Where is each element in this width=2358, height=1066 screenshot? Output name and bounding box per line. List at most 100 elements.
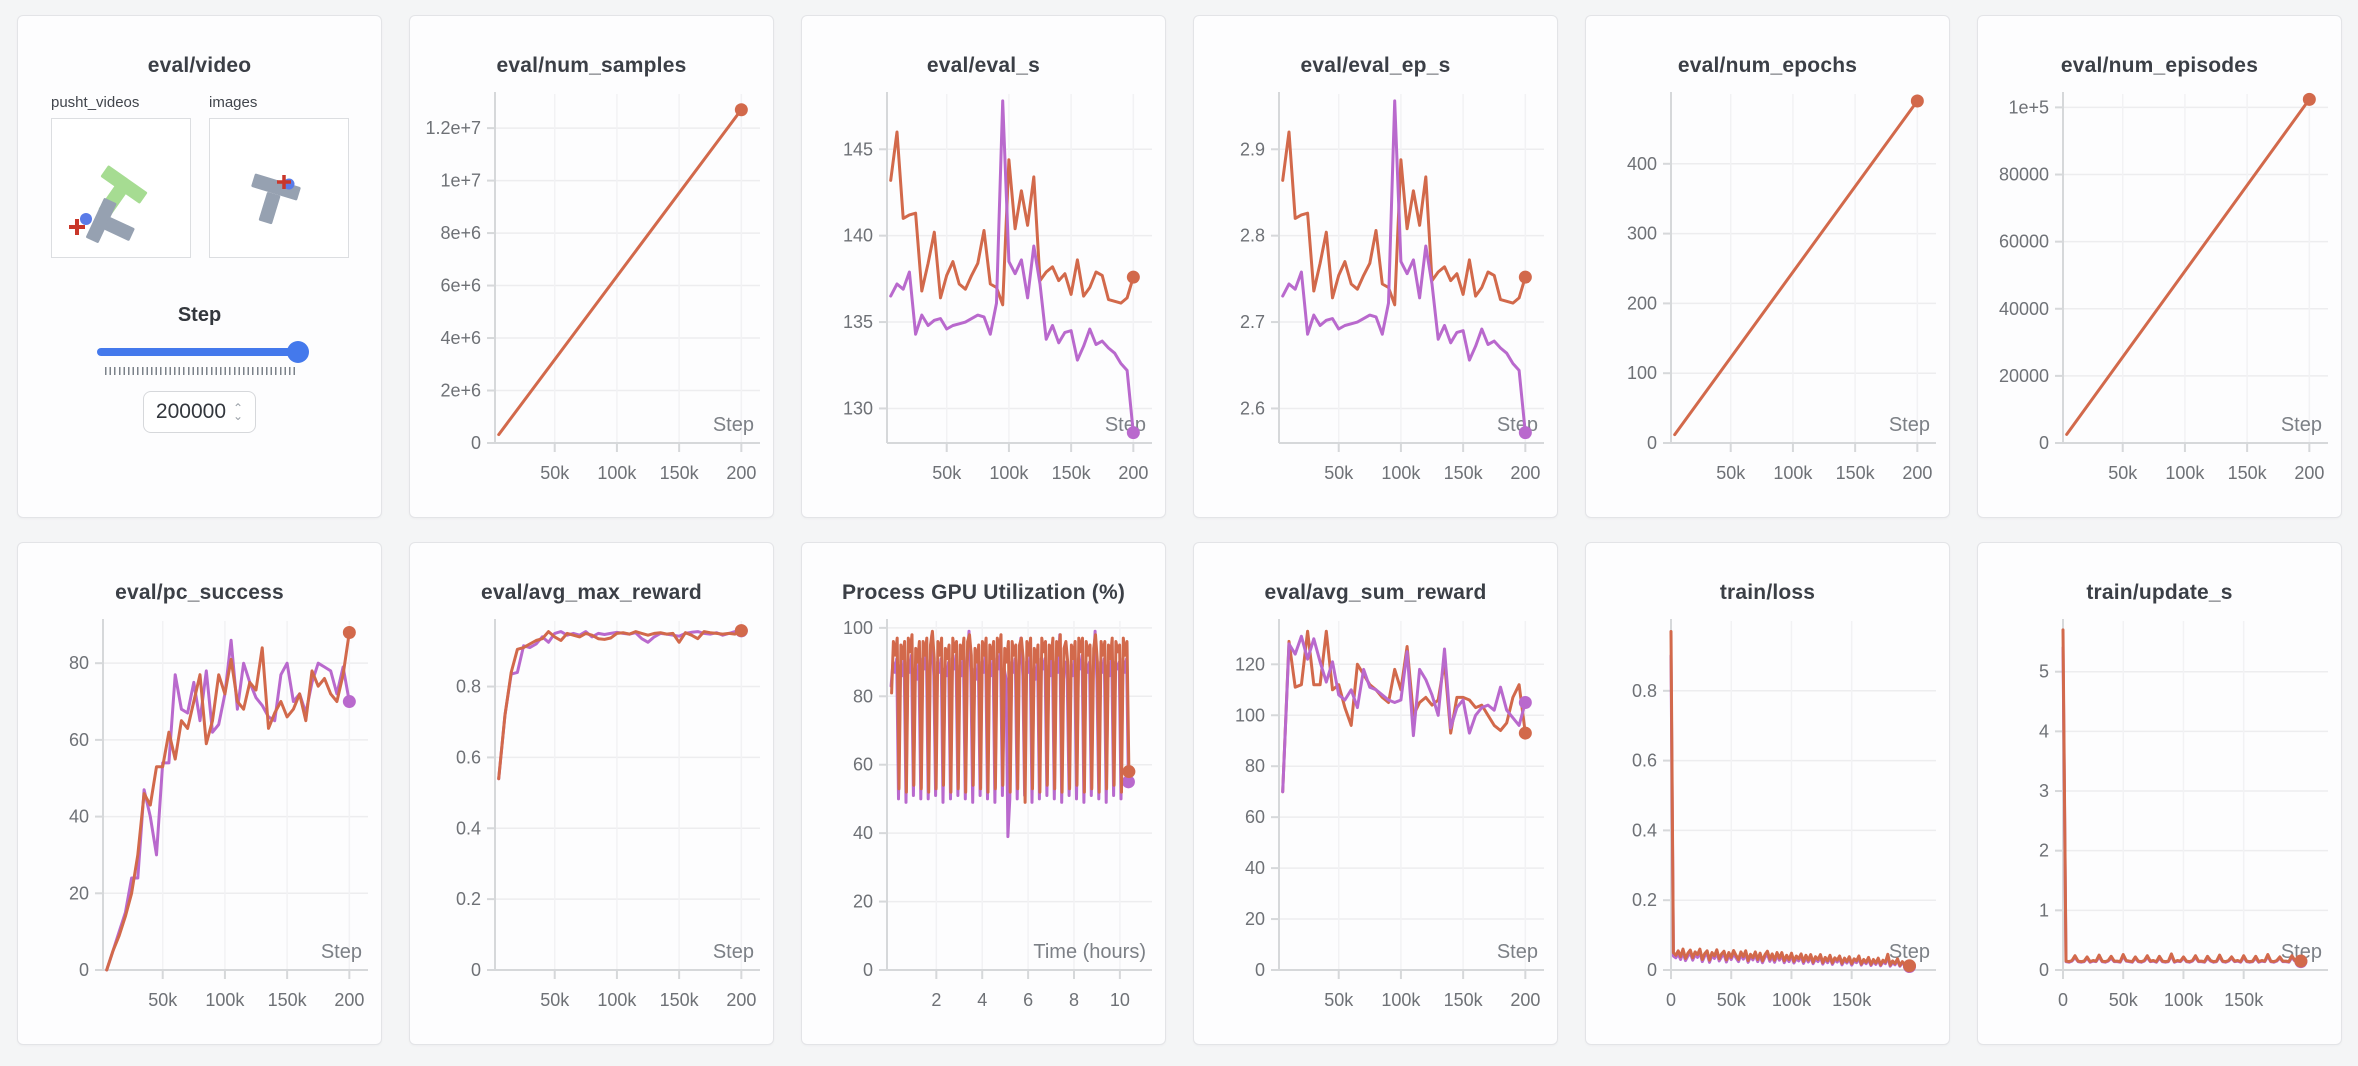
svg-text:100: 100 [842,618,872,638]
svg-text:100k: 100k [2163,990,2203,1010]
line-chart-eval-num-samples[interactable]: 0 2e+6 4e+6 6e+6 8e+6 1e+7 1.2e+7 50k 100k 150k 20… [411,80,773,495]
svg-text:0.8: 0.8 [455,677,480,697]
panel-eval-eval-s[interactable]: eval/eval_s 130 135 140 145 50k 100k 150k 200 St… [801,15,1166,518]
svg-text:1e+7: 1e+7 [440,171,481,191]
panel-title: eval/avg_max_reward [481,581,702,604]
panel-title: Process GPU Utilization (%) [841,581,1126,604]
svg-text:50k: 50k [1716,990,1746,1010]
panel-eval-avg-max-reward[interactable]: eval/avg_max_reward 0 0.2 0.4 0.6 0.8 50k 100k… [409,542,774,1045]
svg-text:400: 400 [1626,154,1656,174]
svg-text:60: 60 [1244,807,1264,827]
slider-tick-ruler [104,367,295,375]
svg-text:100: 100 [1234,705,1264,725]
svg-text:50k: 50k [540,463,570,483]
svg-text:20: 20 [852,892,872,912]
line-chart-eval-avg-max-reward[interactable]: 0 0.2 0.4 0.6 0.8 50k 100k 150k 200 Step [411,607,773,1022]
svg-text:0: 0 [2038,960,2048,980]
slider-track[interactable] [96,348,303,356]
svg-text:4e+6: 4e+6 [440,328,481,348]
panel-train-update-s[interactable]: train/update_s 0 1 2 3 4 5 0 50k 100k 150k Step [1977,542,2342,1045]
line-chart-eval-avg-sum-reward[interactable]: 0 20 40 60 80 100 120 50k 100k 150k 200 Step [1195,607,1557,1022]
svg-text:0: 0 [1665,990,1675,1010]
svg-text:2.7: 2.7 [1239,312,1264,332]
step-down-icon[interactable]: ⌄ [233,409,244,423]
line-chart-gpu-utilization[interactable]: 0 20 40 60 80 100 2 4 6 8 10 Time (hours) [803,607,1165,1022]
svg-text:10: 10 [1109,990,1129,1010]
step-input[interactable]: 200000 ⌃ ⌄ [143,391,256,433]
svg-text:150k: 150k [267,990,307,1010]
svg-text:100k: 100k [1771,990,1811,1010]
panel-train-loss[interactable]: train/loss 0 0.2 0.4 0.6 0.8 0 50k 100k 150k Step [1585,542,1950,1045]
svg-text:200: 200 [726,990,756,1010]
svg-text:100k: 100k [989,463,1029,483]
svg-text:150k: 150k [1443,463,1483,483]
svg-text:0: 0 [470,433,480,453]
svg-text:60: 60 [852,755,872,775]
svg-text:2e+6: 2e+6 [440,381,481,401]
svg-text:8e+6: 8e+6 [440,223,481,243]
slider-thumb[interactable] [286,341,309,363]
svg-text:1e+5: 1e+5 [2008,97,2049,117]
panel-eval-video[interactable]: eval/video pusht_videos [17,15,382,518]
svg-text:6e+6: 6e+6 [440,276,481,296]
svg-text:150k: 150k [1051,463,1091,483]
svg-text:50k: 50k [2108,990,2138,1010]
images-thumbnail[interactable] [209,118,349,258]
svg-text:150k: 150k [659,990,699,1010]
pusht-image-render [251,173,301,225]
svg-text:0: 0 [78,960,88,980]
svg-text:2: 2 [931,990,941,1010]
svg-text:0.2: 0.2 [455,889,480,909]
step-slider[interactable] [96,341,309,363]
svg-text:200: 200 [2294,463,2324,483]
line-chart-train-loss[interactable]: 0 0.2 0.4 0.6 0.8 0 50k 100k 150k Step [1587,607,1949,1022]
svg-text:80: 80 [1244,756,1264,776]
line-chart-eval-pc-success[interactable]: 0 20 40 60 80 50k 100k 150k 200 Step [19,607,381,1022]
panel-eval-eval-ep-s[interactable]: eval/eval_ep_s 2.6 2.7 2.8 2.9 50k 100k 150k 20… [1193,15,1558,518]
svg-text:2.6: 2.6 [1239,398,1264,418]
svg-text:150k: 150k [2224,990,2264,1010]
svg-text:20: 20 [68,883,88,903]
svg-text:Step: Step [320,941,361,963]
svg-text:150k: 150k [1832,990,1872,1010]
panel-gpu-utilization[interactable]: Process GPU Utilization (%) 0 20 40 60 80 100… [801,542,1166,1045]
step-input-value: 200000 [155,400,226,423]
panel-eval-num-samples[interactable]: eval/num_samples 0 2e+6 4e+6 6e+6 8e+6 1e+7 1.… [409,15,774,518]
svg-text:80: 80 [68,653,88,673]
svg-text:200: 200 [1902,463,1932,483]
svg-text:Step: Step [1888,941,1929,963]
svg-text:50k: 50k [1324,990,1354,1010]
svg-text:40: 40 [852,823,872,843]
svg-text:200: 200 [726,463,756,483]
svg-text:50k: 50k [1324,463,1354,483]
pusht-video-thumbnail[interactable] [51,118,191,258]
svg-text:0: 0 [862,960,872,980]
svg-text:Step: Step [2280,414,2321,436]
line-chart-eval-num-episodes[interactable]: 0 20000 40000 60000 80000 1e+5 50k 100k 150k 200 S… [1979,80,2341,495]
stepper-arrows-icon[interactable]: ⌃ ⌄ [233,401,244,423]
svg-text:2.9: 2.9 [1239,139,1264,159]
panel-eval-num-episodes[interactable]: eval/num_episodes 0 20000 40000 60000 80000 1… [1977,15,2342,518]
panel-eval-avg-sum-reward[interactable]: eval/avg_sum_reward 0 20 40 60 80 100 120 50k 10… [1193,542,1558,1045]
panel-eval-pc-success[interactable]: eval/pc_success 0 20 40 60 80 50k 100k 150k 200 S… [17,542,382,1045]
panel-eval-num-epochs[interactable]: eval/num_epochs 0 100 200 300 400 50k 100k 150k… [1585,15,1950,518]
svg-text:50k: 50k [540,990,570,1010]
svg-text:40: 40 [1244,858,1264,878]
svg-text:100k: 100k [1381,990,1421,1010]
svg-text:80000: 80000 [1998,165,2048,185]
svg-text:100k: 100k [597,990,637,1010]
panel-title: eval/num_episodes [2060,54,2259,77]
svg-text:135: 135 [842,312,872,332]
step-up-icon[interactable]: ⌃ [233,401,244,415]
svg-text:100: 100 [1626,363,1656,383]
svg-text:1.2e+7: 1.2e+7 [425,118,481,138]
svg-text:50k: 50k [148,990,178,1010]
svg-text:2.8: 2.8 [1239,226,1264,246]
line-chart-eval-num-epochs[interactable]: 0 100 200 300 400 50k 100k 150k 200 Step [1587,80,1949,495]
svg-text:100k: 100k [205,990,245,1010]
panel-title: eval/video [147,54,252,77]
